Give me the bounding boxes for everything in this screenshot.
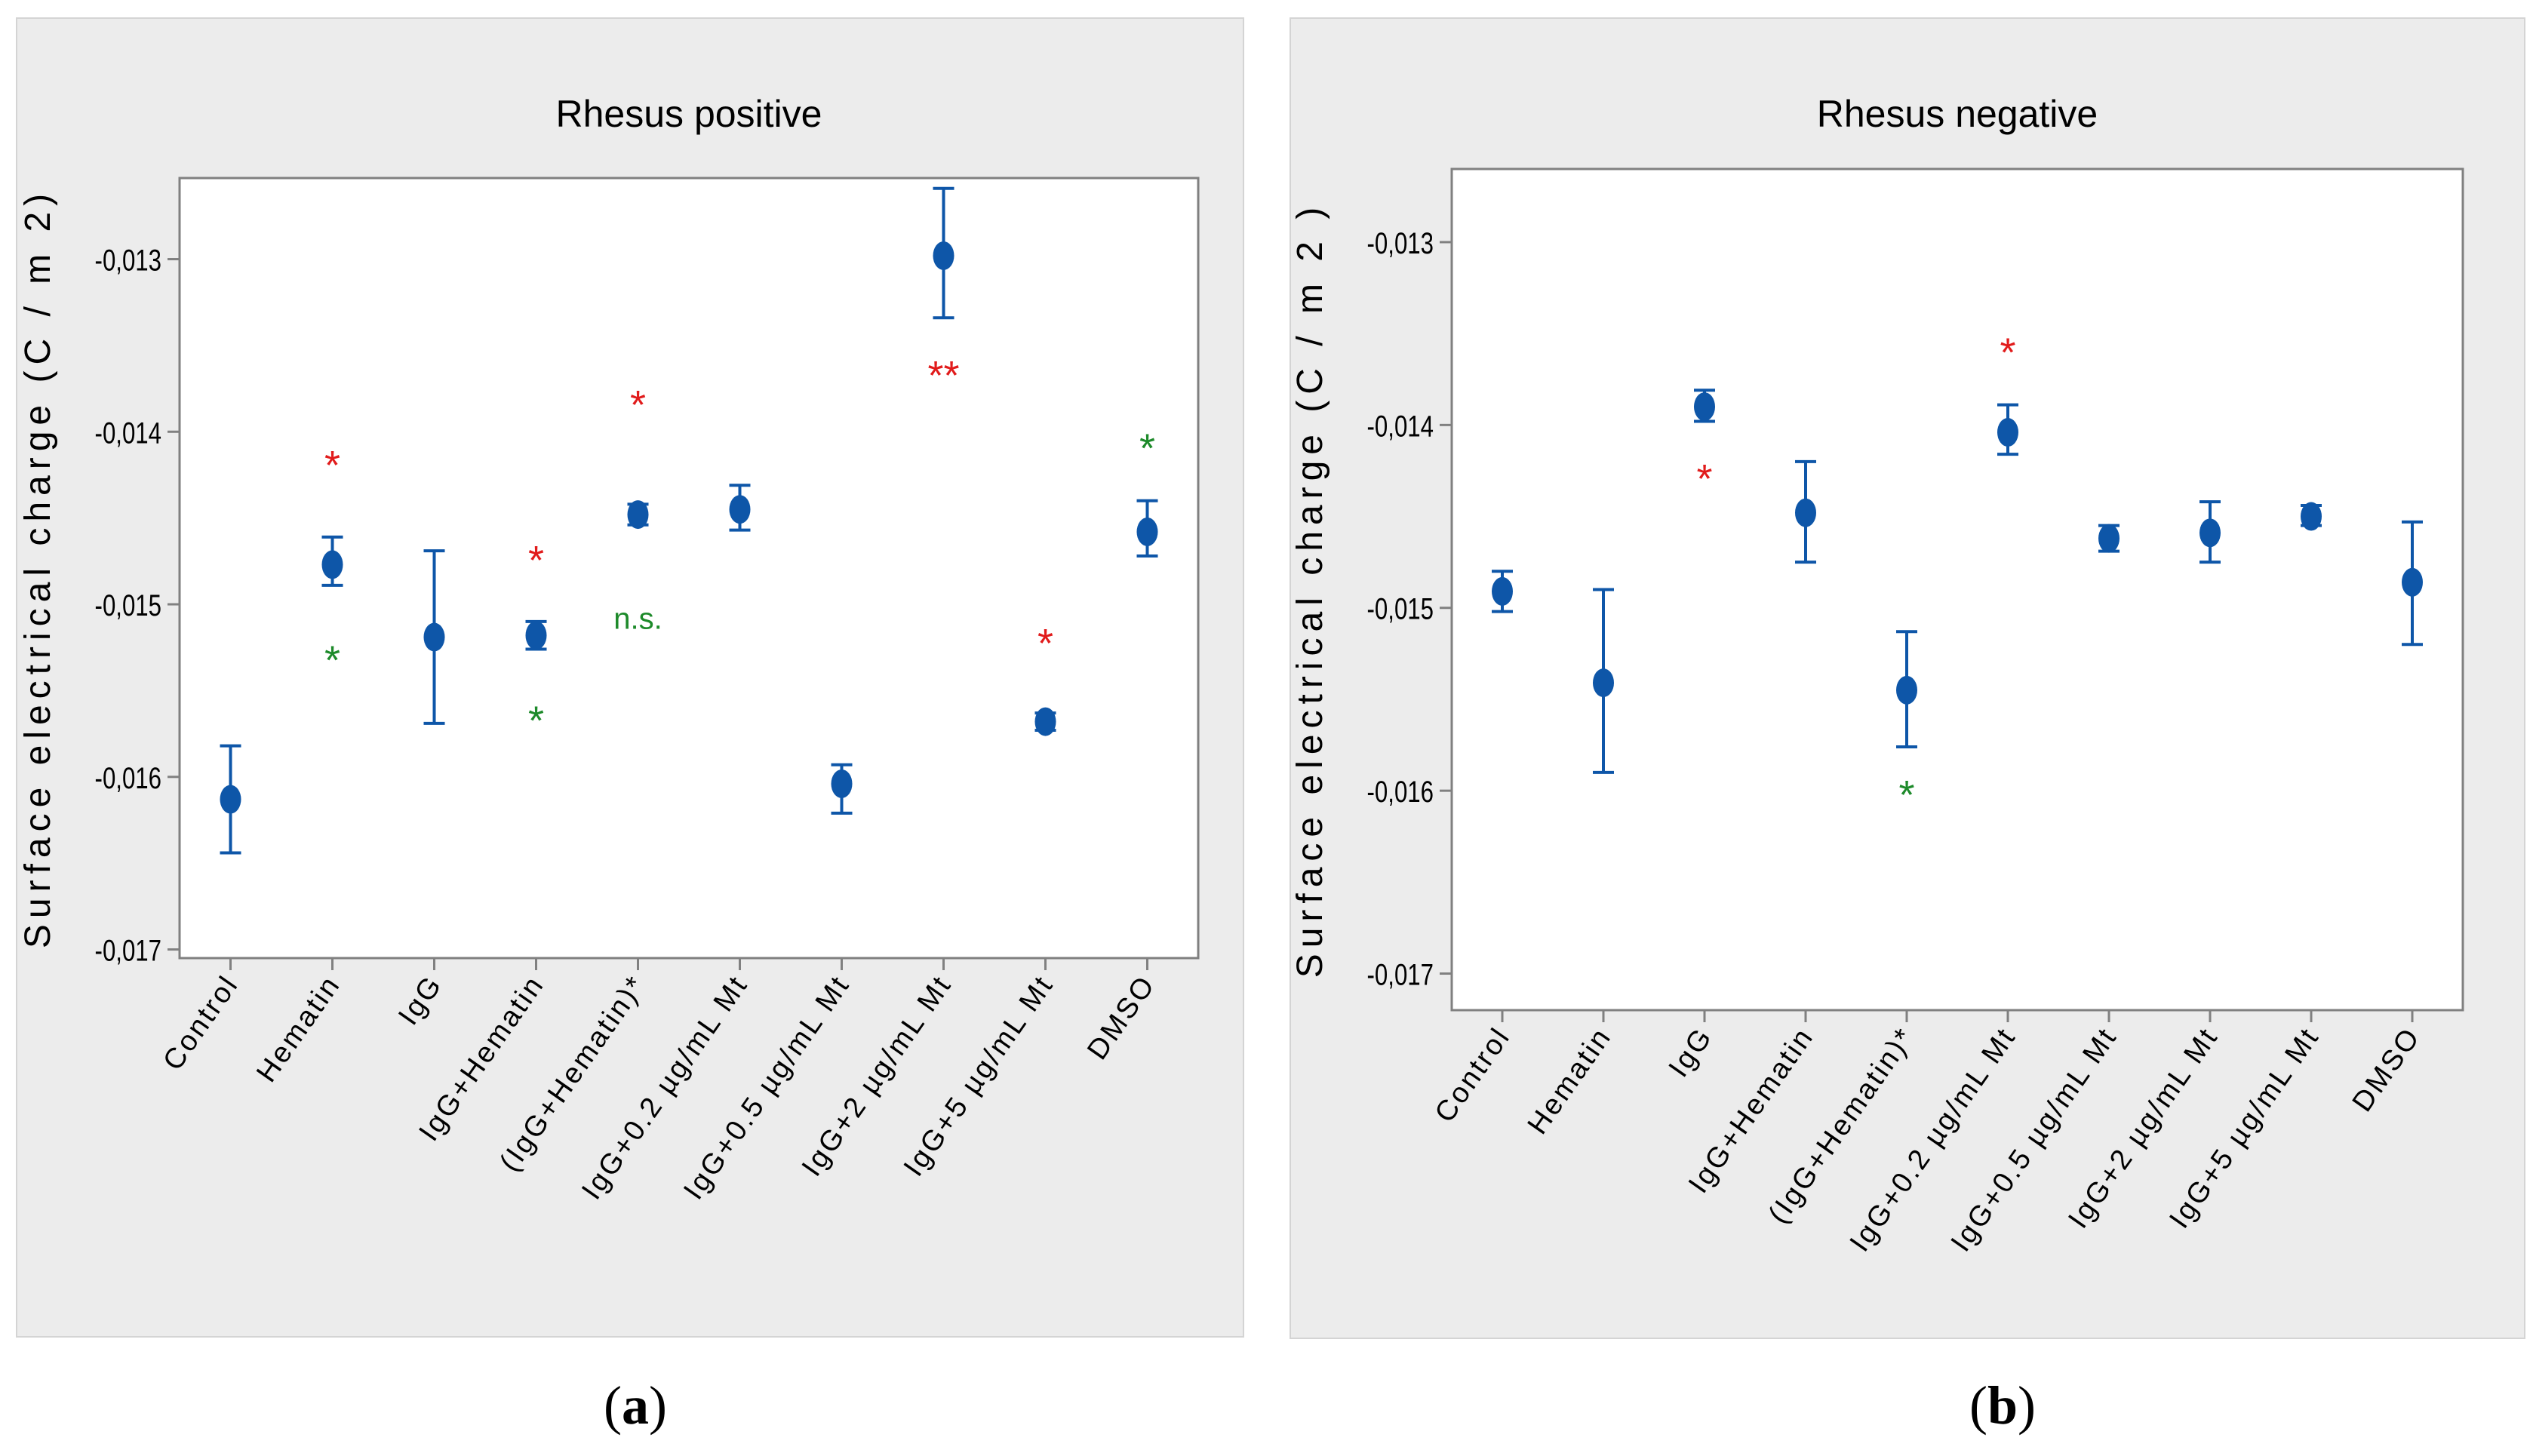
mean-point [2098, 524, 2120, 553]
interval-hematin [321, 535, 343, 587]
y-tick-label: -0,013 [1367, 226, 1434, 260]
y-tick-label: -0,013 [95, 244, 161, 278]
significance-green-igg-hematin: n.s. [613, 602, 662, 635]
chart-title: Rhesus positive [556, 93, 822, 135]
significance-red-hematin: * [324, 443, 340, 488]
interval-igg-0-2-g-ml-mt [1997, 403, 2018, 456]
significance-green-igg-hematin: * [1898, 773, 1914, 818]
mean-point [220, 785, 241, 814]
y-tick-label: -0,016 [95, 761, 161, 795]
significance-red-igg-2-g-ml-mt: ** [927, 353, 959, 398]
significance-green-igg-hematin: * [528, 699, 544, 744]
chart-title: Rhesus negative [1817, 93, 2098, 135]
interval-igg-2-g-ml-mt [2199, 500, 2221, 564]
interval-igg-hematin [627, 500, 649, 530]
significance-red-igg-hematin: * [630, 382, 646, 428]
mean-point [1593, 668, 1614, 698]
mean-point [933, 241, 954, 270]
mean-point [1795, 498, 1816, 527]
significance-red-igg: * [1696, 456, 1712, 502]
plot-area [178, 177, 1200, 960]
chart-a: Rhesus positive -0,013 -0,014 -0,015 -0,016 -… [16, 17, 1244, 1338]
panel-a: Rhesus positive -0,013 -0,014 -0,015 -0,016 -… [16, 17, 1244, 1436]
y-tick-label: -0,015 [95, 588, 161, 622]
y-tick-label: -0,014 [95, 416, 161, 450]
mean-point [729, 495, 751, 524]
interval-control [1492, 570, 1513, 613]
interval-igg-hematin [1896, 630, 1917, 748]
interval-dmso [2402, 520, 2423, 647]
significance-red-igg-hematin: * [528, 538, 544, 583]
y-axis-label: Surface electrical charge (C / m 2 ) [1290, 201, 1330, 978]
significance-green-hematin: * [324, 638, 340, 683]
mean-point [2199, 518, 2221, 548]
mean-point [1492, 576, 1513, 606]
mean-point [2402, 567, 2423, 597]
interval-igg-0-5-g-ml-mt [2098, 524, 2120, 553]
interval-hematin [1593, 588, 1614, 774]
interval-igg-5-g-ml-mt [1034, 707, 1056, 736]
mean-point [1136, 517, 1158, 546]
mean-point [525, 621, 547, 650]
y-tick-label: -0,015 [1367, 592, 1434, 626]
interval-control [220, 744, 241, 855]
significance-green-dmso: * [1139, 425, 1155, 471]
y-tick-label: -0,014 [1367, 410, 1434, 444]
mean-point [1896, 675, 1917, 705]
interval-igg-0-5-g-ml-mt [831, 763, 853, 815]
y-axis-label: Surface electrical charge (C / m 2) [18, 188, 58, 948]
mean-point [1034, 707, 1056, 736]
mean-point [831, 769, 853, 798]
interval-igg [1694, 389, 1715, 423]
mean-point [423, 622, 445, 652]
interval-dmso [1136, 499, 1158, 558]
interval-igg-hematin [525, 619, 547, 651]
interval-igg-hematin [1795, 459, 1816, 564]
mean-point [1997, 418, 2018, 447]
mean-point [1694, 392, 1715, 422]
significance-red-igg-5-g-ml-mt: * [1037, 621, 1053, 666]
interval-igg-5-g-ml-mt [2301, 502, 2322, 531]
plot-area [1450, 167, 2464, 1012]
y-tick-label: -0,017 [1367, 958, 1434, 992]
panel-label-b: (b) [1969, 1375, 2036, 1436]
mean-point [2301, 502, 2322, 531]
interval-igg-2-g-ml-mt [933, 186, 954, 320]
panel-b: Rhesus negative -0,013 -0,014 -0,015 -0,016 -… [1283, 0, 2533, 1456]
interval-igg [423, 549, 445, 725]
significance-red-igg-0-2-g-ml-mt: * [2000, 330, 2015, 376]
y-tick-label: -0,017 [95, 934, 161, 968]
mean-point [627, 500, 649, 530]
mean-point [321, 550, 343, 579]
chart-b: Rhesus negative -0,013 -0,014 -0,015 -0,016 -… [1290, 17, 2525, 1339]
interval-igg-0-2-g-ml-mt [729, 484, 751, 532]
y-tick-label: -0,016 [1367, 775, 1434, 809]
panel-label-a: (a) [604, 1375, 667, 1436]
